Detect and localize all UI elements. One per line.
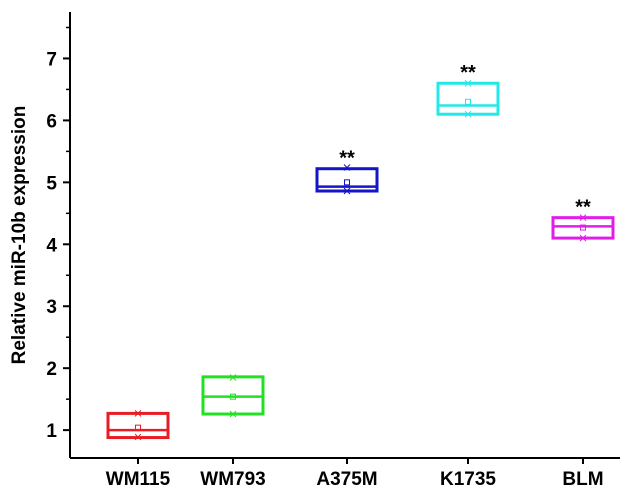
y-tick-label: 3 (46, 297, 57, 318)
plot-area: 1 2 3 4 5 6 7 WM115 WM793 A375M K1735 BLM ** ** ** (46, 12, 620, 490)
mean-marker (230, 393, 236, 400)
boxes: ** ** ** (106, 62, 615, 441)
extreme-marker (229, 374, 237, 381)
x-tick-label: K1735 (440, 469, 496, 490)
extreme-marker (343, 187, 351, 195)
significance-label: ** (339, 148, 355, 170)
x-tick-label: WM793 (200, 469, 265, 490)
x-tick-label: BLM (562, 469, 603, 490)
y-axis-title: Relative miR-10b expression (9, 106, 30, 365)
extreme-marker (579, 234, 587, 242)
mean-marker (580, 224, 586, 231)
box-blm: ** (551, 197, 615, 242)
y-tick-label: 4 (46, 235, 57, 256)
extreme-marker (579, 214, 587, 222)
significance-label: ** (460, 62, 476, 84)
y-tick-label: 5 (46, 173, 57, 194)
y-tick-label: 6 (46, 111, 57, 132)
x-tick-label: A375M (316, 469, 377, 490)
y-tick-label: 7 (46, 49, 57, 70)
extreme-marker (464, 79, 472, 87)
box-rect (436, 81, 500, 116)
significance-label: ** (575, 197, 591, 219)
box-wm793 (201, 374, 265, 418)
extreme-marker (134, 410, 142, 417)
mean-marker (135, 424, 141, 431)
box-rect (551, 216, 615, 240)
y-axis-ticks: 1 2 3 4 5 6 7 (46, 26, 70, 442)
mean-marker (344, 179, 350, 186)
box-k1735: ** (436, 62, 500, 118)
mean-marker (465, 98, 471, 105)
x-axis-ticks: WM115 WM793 A375M K1735 BLM (106, 458, 604, 490)
x-tick-label: WM115 (106, 469, 171, 490)
y-tick-label: 2 (46, 359, 57, 380)
y-tick-label: 1 (46, 421, 57, 442)
extreme-marker (343, 164, 351, 171)
extreme-marker (464, 110, 472, 118)
extreme-marker (229, 410, 237, 418)
extreme-marker (134, 433, 142, 441)
box-a375m: ** (315, 148, 379, 195)
box-wm115 (106, 410, 170, 441)
